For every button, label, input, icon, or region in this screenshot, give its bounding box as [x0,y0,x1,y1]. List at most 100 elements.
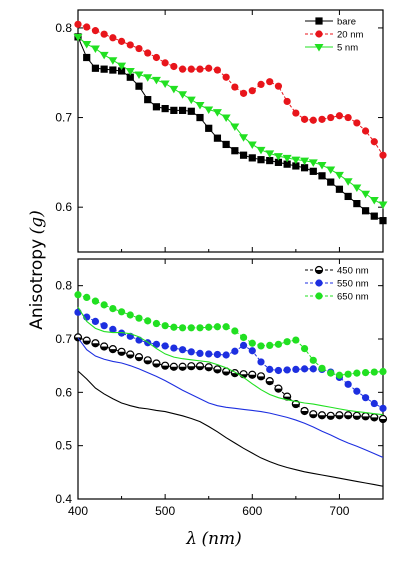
series-fit-line [77,306,384,416]
y-tick-label: 0.6 [55,385,72,399]
data-point [283,160,291,168]
data-point [100,30,108,38]
data-point [196,324,204,332]
data-point [231,83,239,91]
data-point [370,212,378,220]
data-point [213,66,222,74]
data-point [195,362,205,371]
data-point [274,340,283,348]
data-point [335,371,344,379]
series-line [77,36,384,205]
data-point [100,65,108,73]
data-point [370,368,378,376]
legend-label: 20 nm [337,30,363,41]
x-axis-title: λ (nm) [185,529,242,549]
data-point [109,34,117,42]
data-point [109,325,117,333]
data-point [248,370,257,379]
data-point [247,141,257,149]
data-point [282,154,292,163]
legend-marker [314,265,324,275]
data-point [83,293,91,301]
data-point [126,350,135,359]
data-point [117,308,126,316]
data-point [309,410,318,419]
data-point [239,89,248,97]
data-point [100,301,108,309]
legend-entry: 550 nm [305,279,369,290]
data-point [144,317,152,325]
data-point [117,67,126,75]
data-point [274,82,283,90]
data-point [126,41,134,49]
data-point [361,412,370,421]
legend-label: 5 nm [337,43,358,54]
x-tick-label: 600 [242,504,262,518]
data-point [318,172,326,180]
series-bare [74,33,387,225]
data-point [326,411,335,420]
data-point [186,96,196,105]
data-point [266,78,274,86]
data-point [212,109,222,117]
data-point [317,411,327,420]
data-point [161,361,170,370]
data-point [344,192,352,201]
data-point [135,314,143,322]
data-point [266,156,274,165]
data-point [283,97,291,106]
data-point [239,151,248,159]
legend-marker [314,44,324,52]
data-point [100,322,108,330]
data-point [135,336,143,344]
data-point [248,87,256,95]
data-point [152,340,161,348]
data-point [239,134,249,142]
top-panel: 0.6 0.7 0.8 bare 20 nm 5 nm [55,9,388,253]
data-point [91,317,100,325]
data-point [256,372,266,381]
legend-marker [315,30,323,38]
legend-entry: 450 nm [305,266,369,277]
y-tick-label: 0.5 [55,439,72,453]
data-point [300,365,309,373]
y-tick-label: 0.8 [55,279,72,293]
series-20-nm [74,20,387,159]
data-point [361,207,370,215]
data-point [178,346,187,354]
data-point [309,116,317,124]
data-point [109,305,117,313]
data-point [187,348,195,356]
legend-entry: 650 nm [305,292,369,303]
data-point [309,167,317,175]
data-point [231,147,239,155]
data-point [274,158,283,166]
data-point [170,62,178,71]
data-point [361,190,371,199]
data-point [292,162,300,170]
y-tick-label: 0.4 [55,492,72,506]
data-point [239,370,248,379]
legend-label: 650 nm [337,292,369,303]
data-point [144,49,152,57]
data-point [335,185,344,193]
data-point [143,356,152,365]
data-point [248,154,256,162]
data-point [274,384,283,393]
data-point [91,339,100,348]
data-point [257,358,265,366]
data-point [283,338,291,346]
data-point [379,404,387,412]
data-point [109,66,117,74]
data-point [73,333,83,342]
data-point [213,365,222,374]
bottom-plot-frame [77,258,384,500]
data-point [370,138,378,146]
data-point [99,51,109,60]
data-point [144,96,152,104]
data-point [204,363,213,372]
data-point [125,67,135,76]
data-point [205,350,213,358]
data-point [370,413,379,422]
data-point [248,339,256,347]
